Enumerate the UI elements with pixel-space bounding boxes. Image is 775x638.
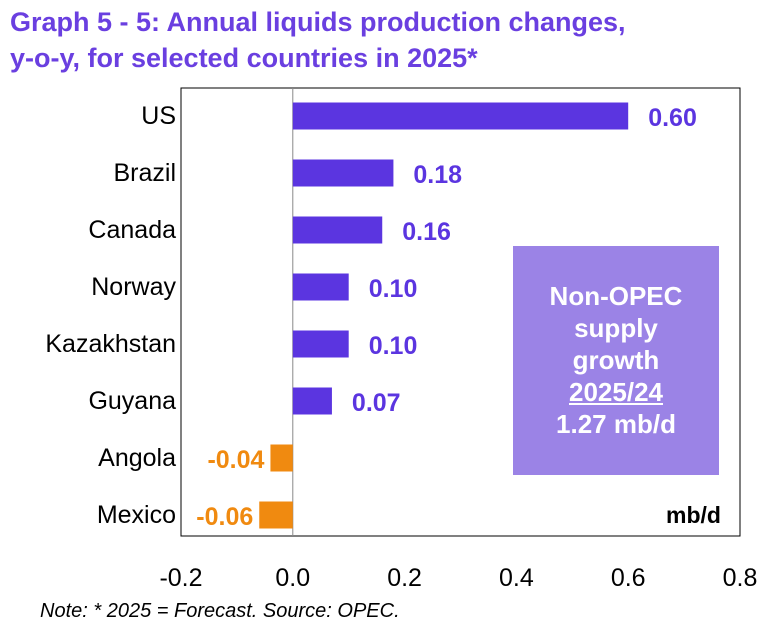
callout-line-2: supply (574, 313, 658, 343)
bar-guyana (292, 387, 332, 415)
x-tick-label: -0.2 (159, 564, 202, 592)
value-label-norway: 0.10 (369, 275, 418, 303)
callout-line-3: growth (572, 345, 660, 375)
bar-norway (292, 273, 349, 301)
value-label-canada: 0.16 (402, 218, 451, 246)
chart-title-line-1: Graph 5 - 5: Annual liquids production c… (10, 7, 626, 37)
x-tick-label: 0.4 (499, 564, 534, 592)
category-label-mexico: Mexico (97, 501, 176, 529)
value-label-mexico: -0.06 (196, 503, 253, 531)
bar-mexico (259, 501, 293, 529)
value-label-us: 0.60 (648, 104, 697, 132)
value-label-angola: -0.04 (207, 446, 264, 474)
value-label-kazakhstan: 0.10 (369, 332, 418, 360)
category-label-canada: Canada (88, 216, 176, 244)
bar-brazil (292, 159, 394, 187)
category-label-brazil: Brazil (113, 159, 176, 187)
bar-kazakhstan (292, 330, 349, 358)
unit-label: mb/d (666, 502, 721, 528)
x-tick-label: 0.8 (723, 564, 758, 592)
bars-group (259, 102, 629, 529)
chart-title-line-2: y-o-y, for selected countries in 2025* (10, 43, 478, 73)
x-tick-label: 0.6 (611, 564, 646, 592)
value-labels: 0.60 0.18 0.16 0.10 0.10 0.07 -0.04 -0.06 (196, 104, 697, 531)
x-tick-label: 0.0 (275, 564, 310, 592)
bar-canada (292, 216, 383, 244)
callout-line-5: 1.27 mb/d (556, 409, 676, 439)
category-label-kazakhstan: Kazakhstan (45, 330, 176, 358)
bar-angola (270, 444, 293, 472)
callout-line-1: Non-OPEC (549, 281, 683, 311)
category-label-us: US (141, 102, 176, 130)
category-labels: US Brazil Canada Norway Kazakhstan Guyana Ango… (45, 102, 176, 529)
chart-title: Graph 5 - 5: Annual liquids production c… (10, 4, 770, 76)
footnote: Note: * 2025 = Forecast. Source: OPEC. (40, 600, 400, 622)
callout-line-4: 2025/24 (569, 377, 663, 407)
value-label-guyana: 0.07 (352, 389, 401, 417)
supply-growth-callout: Non-OPEC supply growth 2025/24 1.27 mb/d (513, 246, 719, 475)
plot-area-frame (180, 87, 741, 537)
x-tick-labels: -0.2 0.0 0.2 0.4 0.6 0.8 (159, 564, 757, 592)
x-tick-label: 0.2 (387, 564, 422, 592)
category-label-guyana: Guyana (88, 387, 176, 415)
bar-us (292, 102, 629, 130)
bar-chart: US Brazil Canada Norway Kazakhstan Guyana Ango… (45, 87, 757, 592)
category-label-norway: Norway (91, 273, 176, 301)
value-label-brazil: 0.18 (413, 161, 462, 189)
category-label-angola: Angola (98, 444, 176, 472)
